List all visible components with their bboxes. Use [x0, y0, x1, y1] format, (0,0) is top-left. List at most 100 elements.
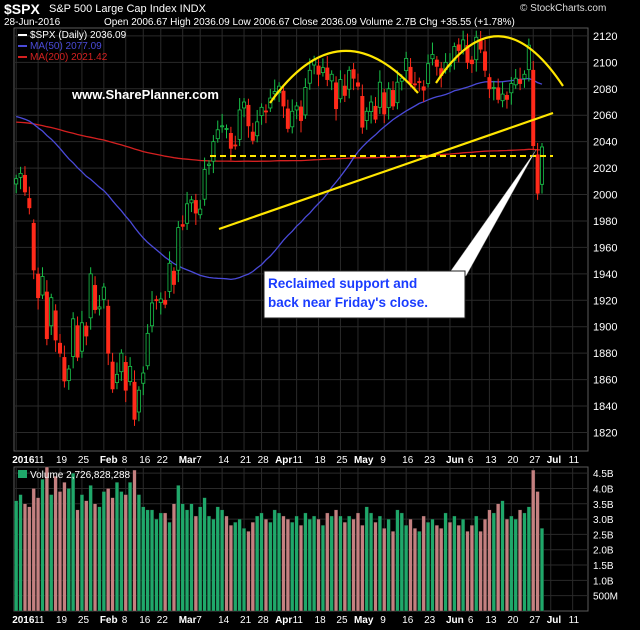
- x-tick-label: 23: [424, 455, 436, 466]
- candle-body: [377, 81, 382, 108]
- volume-bar: [417, 531, 422, 612]
- callout-box: [263, 270, 466, 319]
- x-tick-label: 9: [380, 615, 386, 626]
- y-tick-label: 1840: [593, 401, 617, 413]
- candle-body: [294, 105, 299, 111]
- x-tick-label: May: [354, 455, 374, 466]
- y-tick-label: 2020: [593, 163, 617, 175]
- x-tick-label: 25: [78, 615, 90, 626]
- candle-body: [364, 110, 369, 121]
- volume-bar: [329, 515, 334, 612]
- x-tick-label: Jul: [547, 455, 562, 466]
- x-tick-label: 7: [196, 455, 202, 466]
- candle-body: [298, 106, 303, 121]
- volume-bar: [439, 528, 444, 612]
- volume-bar: [79, 494, 84, 612]
- candle-body: [36, 273, 41, 299]
- candle-body: [382, 92, 387, 115]
- candle-body: [325, 67, 330, 80]
- x-tick-label: 11: [34, 455, 45, 466]
- volume-legend: Volume 2,726,828,288: [30, 470, 131, 481]
- volume-bar: [215, 506, 220, 612]
- candle-body: [434, 59, 439, 67]
- candle-body: [535, 154, 540, 194]
- candle-body: [66, 368, 71, 382]
- volume-bar: [185, 509, 190, 612]
- candle-body: [242, 101, 247, 109]
- candle-body: [150, 302, 155, 327]
- volume-bar: [158, 512, 163, 612]
- volume-bar: [395, 509, 400, 612]
- candle-body: [395, 81, 400, 104]
- candle-body: [71, 318, 76, 357]
- candle-body: [40, 276, 45, 296]
- candle-body: [290, 110, 295, 128]
- volume-bar: [351, 518, 356, 612]
- y-tick-label: 1900: [593, 322, 617, 334]
- symbol-title: $SPX: [4, 1, 40, 17]
- candle-body: [44, 291, 49, 340]
- volume-bar: [325, 512, 330, 612]
- volume-tick-label: 1.5B: [593, 561, 614, 572]
- candle-body: [18, 173, 23, 178]
- candle-body: [355, 82, 360, 87]
- x-tick-label: 18: [315, 615, 327, 626]
- candle-body: [158, 298, 163, 304]
- x-tick-label: Feb: [100, 615, 118, 626]
- quote-date: 28-Jun-2016: [4, 17, 61, 28]
- candle-body: [228, 133, 233, 149]
- candle-body: [62, 357, 67, 382]
- candle-body: [123, 362, 128, 391]
- x-tick-label: 8: [122, 615, 128, 626]
- volume-bar: [408, 518, 413, 612]
- volume-bar: [110, 497, 115, 612]
- x-tick-label: 16: [402, 615, 414, 626]
- candle-body: [193, 200, 198, 214]
- volume-bar: [469, 525, 474, 612]
- volume-bar: [207, 515, 211, 612]
- x-tick-label: 7: [196, 615, 202, 626]
- volume-bar: [246, 531, 251, 612]
- volume-bar: [49, 494, 54, 612]
- x-tick-label: Mar: [179, 615, 197, 626]
- candle-body: [522, 73, 527, 79]
- volume-bar: [75, 509, 80, 612]
- volume-bar: [452, 515, 457, 612]
- x-tick-label: May: [354, 615, 374, 626]
- volume-bar: [27, 506, 32, 612]
- x-tick-label: 23: [424, 615, 436, 626]
- candle-body: [189, 199, 194, 204]
- candle-body: [27, 198, 32, 209]
- candle-body: [206, 163, 211, 166]
- candle-body: [531, 69, 536, 147]
- volume-bar: [404, 525, 409, 612]
- x-tick-label: 25: [78, 455, 90, 466]
- volume-bar: [88, 485, 93, 612]
- x-tick-label: 11: [34, 615, 45, 626]
- volume-bar: [101, 491, 106, 612]
- candle-body: [307, 69, 312, 84]
- volume-bar: [53, 476, 58, 612]
- x-tick-label: 19: [56, 455, 68, 466]
- volume-bar: [211, 518, 216, 612]
- volume-bar: [132, 469, 137, 612]
- volume-bar: [71, 472, 76, 612]
- candle-body: [88, 273, 93, 319]
- volume-bar: [202, 497, 207, 612]
- candle-body: [421, 86, 426, 91]
- volume-bar: [189, 503, 194, 612]
- candle-body: [303, 87, 308, 116]
- candle-body: [259, 106, 264, 116]
- x-tick-label: 2016: [12, 615, 35, 626]
- candle-body: [79, 322, 84, 352]
- candle-body: [101, 286, 106, 300]
- candle-body: [487, 77, 492, 90]
- volume-bar: [141, 506, 146, 612]
- x-tick-label: 11: [569, 615, 580, 626]
- volume-bar: [123, 494, 128, 612]
- volume-bar: [487, 509, 492, 612]
- volume-bar: [62, 482, 67, 612]
- volume-bar: [58, 491, 62, 612]
- candle-body: [49, 297, 54, 327]
- volume-bar: [382, 528, 387, 612]
